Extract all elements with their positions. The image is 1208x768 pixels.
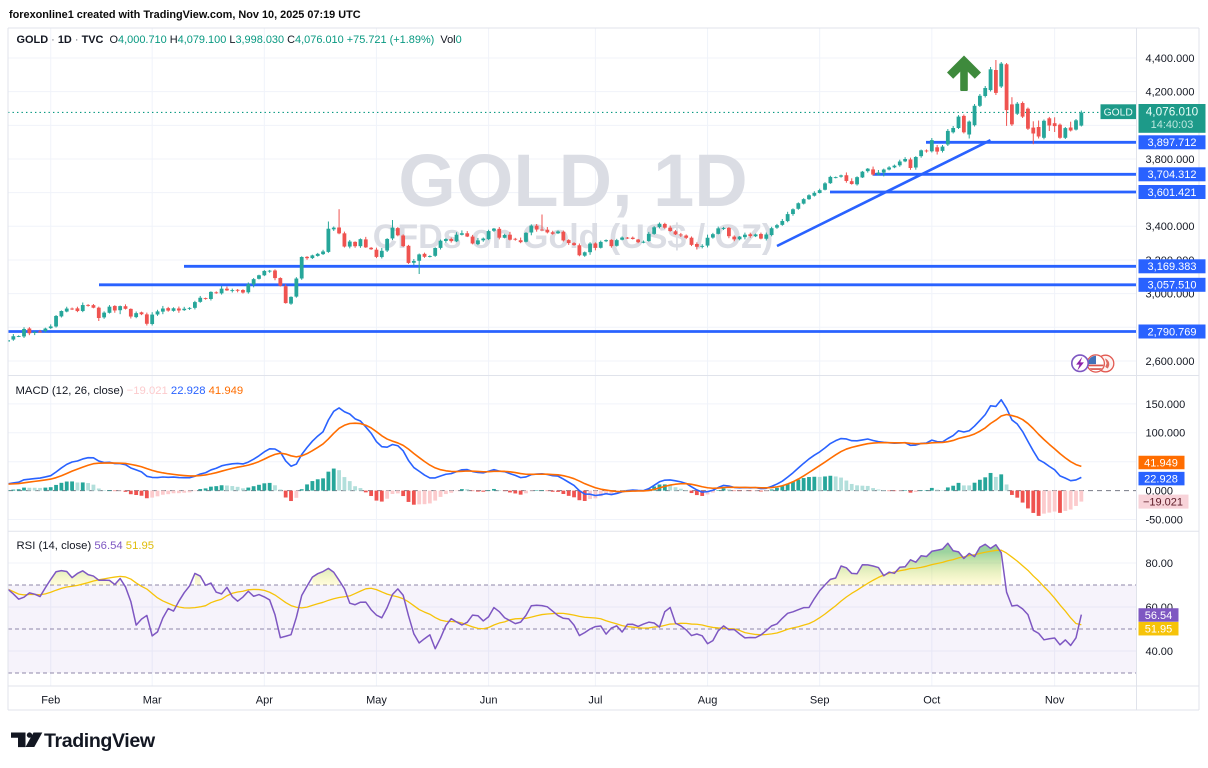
svg-text:Sep: Sep (810, 695, 830, 707)
svg-text:80.00: 80.00 (1146, 558, 1174, 570)
svg-text:TradingView: TradingView (44, 730, 156, 752)
svg-text:GOLD: GOLD (1104, 108, 1133, 119)
svg-text:51.95: 51.95 (1145, 624, 1173, 636)
svg-text:RSI (14, close) 56.54 51.95: RSI (14, close) 56.54 51.95 (17, 540, 155, 552)
svg-text:3,704.312: 3,704.312 (1148, 169, 1197, 181)
svg-text:22.928: 22.928 (1144, 474, 1178, 486)
svg-text:3,601.421: 3,601.421 (1148, 187, 1197, 199)
svg-text:3,400.000: 3,400.000 (1146, 221, 1195, 233)
svg-text:41.949: 41.949 (1144, 457, 1178, 469)
svg-text:Aug: Aug (698, 695, 718, 707)
svg-text:150.000: 150.000 (1146, 399, 1186, 411)
svg-text:Nov: Nov (1045, 695, 1065, 707)
svg-text:Mar: Mar (143, 695, 162, 707)
svg-text:3,057.510: 3,057.510 (1148, 280, 1197, 292)
svg-text:0.000: 0.000 (1146, 486, 1174, 498)
svg-text:Feb: Feb (41, 695, 60, 707)
svg-text:56.54: 56.54 (1145, 610, 1173, 622)
svg-text:−19.021: −19.021 (1143, 497, 1183, 509)
svg-text:Apr: Apr (256, 695, 273, 707)
svg-text:Jun: Jun (480, 695, 498, 707)
svg-text:3,897.712: 3,897.712 (1148, 137, 1197, 149)
svg-text:May: May (366, 695, 387, 707)
svg-text:4,200.000: 4,200.000 (1146, 87, 1195, 99)
svg-text:2,600.000: 2,600.000 (1146, 356, 1195, 368)
svg-text:Oct: Oct (923, 695, 940, 707)
svg-text:CFDs on Gold (US$ / OZ): CFDs on Gold (US$ / OZ) (373, 218, 773, 256)
svg-text:100.000: 100.000 (1146, 428, 1186, 440)
svg-text:MACD (12, 26, close) −19.021 2: MACD (12, 26, close) −19.021 22.928 41.9… (16, 385, 244, 397)
svg-text:14:40:03: 14:40:03 (1151, 119, 1194, 131)
svg-text:4,076.010: 4,076.010 (1146, 104, 1199, 118)
svg-text:3,169.383: 3,169.383 (1148, 261, 1197, 273)
svg-text:4,400.000: 4,400.000 (1146, 53, 1195, 65)
svg-text:40.00: 40.00 (1146, 646, 1174, 658)
svg-text:forexonline1 created with Trad: forexonline1 created with TradingView.co… (9, 9, 361, 21)
svg-text:2,790.769: 2,790.769 (1148, 326, 1197, 338)
svg-text:GOLD · 1D · TVC O4,000.710 H4: GOLD · 1D · TVC O4,000.710 H4,079.100 L3… (17, 34, 462, 46)
svg-text:3,800.000: 3,800.000 (1146, 154, 1195, 166)
svg-text:Jul: Jul (588, 695, 602, 707)
svg-text:GOLD, 1D: GOLD, 1D (398, 139, 747, 222)
svg-text:-50.000: -50.000 (1146, 514, 1183, 526)
